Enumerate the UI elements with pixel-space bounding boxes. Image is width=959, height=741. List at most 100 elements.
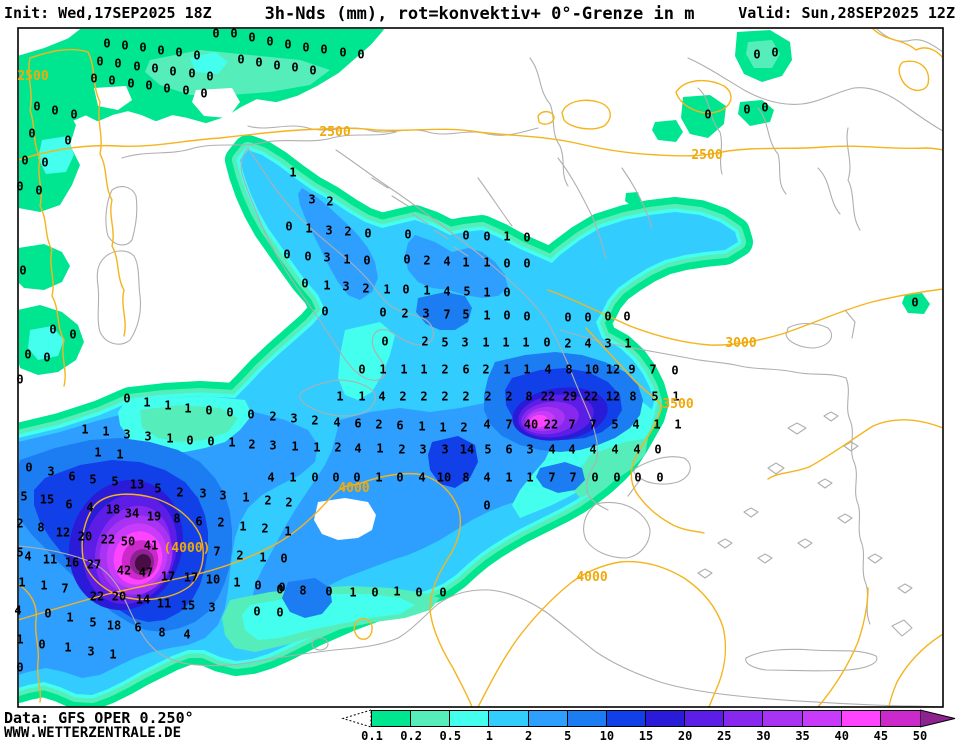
precip-value: 4: [14, 603, 22, 618]
precip-value: 0: [320, 42, 328, 57]
precip-value: 4: [354, 441, 362, 456]
precip-value: 0: [273, 58, 281, 73]
precip-value: 16: [64, 555, 80, 570]
colorbar-tick: 25: [717, 729, 732, 741]
precip-value: 9: [628, 362, 636, 377]
precip-value: 0: [357, 47, 365, 62]
precip-value: 1: [289, 470, 297, 485]
contour-3500: [585, 327, 705, 534]
precip-value: 29: [562, 389, 578, 404]
precip-value: 1: [284, 524, 292, 539]
precip-value: 0: [247, 407, 255, 422]
colorbar-tick: 40: [834, 729, 849, 741]
precip-value: 8: [525, 389, 533, 404]
precip-value: 0: [96, 54, 104, 69]
precip-value: 8: [462, 470, 470, 485]
colorbar-segment: [528, 711, 568, 726]
colorbar-tick: 10: [599, 729, 615, 741]
precip-value: 7: [649, 362, 657, 377]
map-frame: [17, 27, 944, 708]
precip-value: 1: [239, 519, 247, 534]
precip-value: 0: [226, 405, 234, 420]
precip-value: 1: [358, 389, 366, 404]
precip-value: 17: [183, 570, 199, 585]
colorbar-segment: [880, 711, 920, 726]
precip-value: 0: [44, 606, 52, 621]
precip-value: 0: [325, 584, 333, 599]
precip-value: 13: [129, 477, 145, 492]
precip-value: 2: [505, 389, 513, 404]
colorbar-segment: [411, 711, 451, 726]
precip-value: 8: [37, 520, 45, 535]
precip-value: 0: [381, 334, 389, 349]
precip-value: 1: [116, 447, 124, 462]
precip-value: 0: [175, 45, 183, 60]
precip-value: 8: [299, 583, 307, 598]
precip-value: 2: [311, 413, 319, 428]
colorbar-tick: 5: [564, 729, 572, 741]
precip-value: 0: [753, 47, 761, 62]
precip-value: 27: [86, 557, 102, 572]
precip-value: 3: [604, 336, 612, 351]
contour-3000: [547, 288, 942, 480]
precip-value: 0: [248, 30, 256, 45]
precip-value: 0: [255, 55, 263, 70]
precip-value: 11: [42, 552, 58, 567]
precip-value: 6: [68, 469, 76, 484]
precip-value: 10: [436, 470, 452, 485]
precip-value: 5: [89, 615, 97, 630]
precip-value: 7: [61, 581, 69, 596]
precip-value: 1: [420, 362, 428, 377]
precip-value: 2: [375, 417, 383, 432]
precip-value: 0: [163, 81, 171, 96]
precip-value: 15: [180, 598, 196, 613]
precip-value: 0: [523, 309, 531, 324]
precip-value: 0: [41, 155, 49, 170]
precip-value: 0: [16, 179, 24, 194]
precip-value: 0: [253, 604, 261, 619]
colorbar-segment: [645, 711, 686, 726]
precip-value: 8: [565, 362, 573, 377]
precip-value: 5: [154, 481, 162, 496]
precip-value: 5: [611, 417, 619, 432]
precip-value: 3: [325, 223, 333, 238]
colorbar-overflow-arrow: [920, 709, 956, 728]
precip-value: 22: [89, 589, 105, 604]
inland-borders: [121, 57, 861, 259]
precip-value: 0: [604, 309, 612, 324]
precip-value: 2: [484, 389, 492, 404]
precip-value: 0: [403, 252, 411, 267]
precip-value: 0: [16, 372, 24, 387]
precip-value: 0: [353, 470, 361, 485]
precip-value: 0: [230, 26, 238, 41]
precip-value: 0: [291, 60, 299, 75]
precip-value: 0: [133, 59, 141, 74]
precip-value: 1: [233, 575, 241, 590]
precip-value: 0: [206, 69, 214, 84]
precip-value: 3: [269, 438, 277, 453]
precip-value: 0: [483, 229, 491, 244]
sicily-coast: [299, 379, 376, 417]
colorbar-tick: 0.2: [400, 729, 422, 741]
precip-value: 0: [623, 309, 631, 324]
precip-value: 0: [564, 310, 572, 325]
contour-2500-main: [19, 29, 942, 161]
precip-value: 2: [401, 306, 409, 321]
precip-value: 2: [482, 362, 490, 377]
precip-value: 20: [111, 589, 127, 604]
precip-value: 7: [589, 417, 597, 432]
precip-value: 0: [656, 470, 664, 485]
colorbar-segment: [802, 711, 842, 726]
precip-value: 1: [502, 335, 510, 350]
precip-value: 1: [18, 575, 26, 590]
colorbar-segment: [724, 711, 764, 726]
dalmatia-coast: [335, 149, 551, 327]
precip-value: 0: [503, 285, 511, 300]
precip-value: 2: [334, 440, 342, 455]
precip-value: 4: [483, 470, 491, 485]
precip-value: 3: [323, 250, 331, 265]
precip-value: 0: [404, 227, 412, 242]
precip-value: 0: [157, 43, 165, 58]
precip-value: 12: [55, 525, 71, 540]
precip-value: 6: [195, 514, 203, 529]
